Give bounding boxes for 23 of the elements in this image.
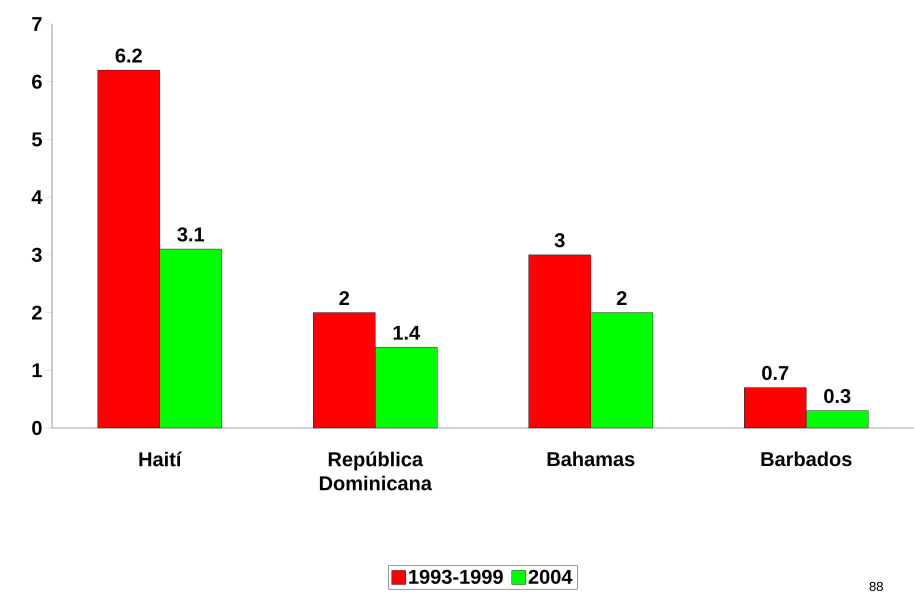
legend-label: 1993-1999: [409, 570, 503, 584]
data-label: 0.7: [762, 366, 788, 380]
y-tick-label: 5: [32, 132, 42, 146]
data-label: 2: [616, 291, 627, 306]
y-tick-label: 7: [32, 17, 42, 31]
data-label: 0.3: [824, 388, 850, 404]
legend-label: 2004: [528, 570, 572, 584]
y-tick-label: 3: [32, 248, 42, 262]
y-tick-label: 6: [32, 74, 42, 89]
data-label: 2: [339, 291, 350, 306]
x-tick-label: Bahamas: [548, 452, 634, 466]
data-label: 3: [554, 233, 565, 248]
data-label: 6.2: [116, 48, 142, 63]
x-tick-label: Haití: [139, 452, 182, 466]
data-label: 3.1: [177, 227, 204, 242]
x-tick-label: República Dominicana: [320, 452, 432, 490]
data-label: 1.4: [394, 326, 420, 340]
y-tick-label: 4: [32, 190, 42, 204]
y-tick-label: 1: [32, 363, 42, 378]
x-tick-label: Barbados: [761, 452, 852, 466]
text: 88: [870, 582, 883, 592]
y-tick-label: 2: [32, 306, 42, 320]
y-tick-label: 0: [32, 420, 42, 436]
